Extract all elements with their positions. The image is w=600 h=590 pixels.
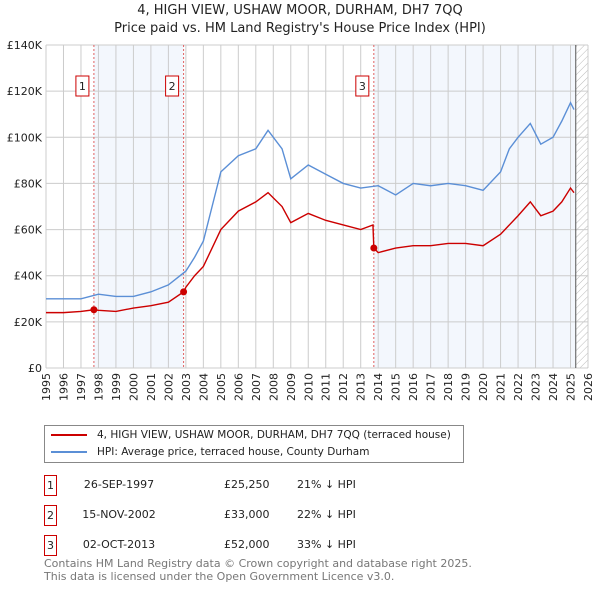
sale-number: 3: [44, 535, 57, 556]
x-tick-label: 2006: [232, 373, 245, 401]
footer-line-1: Contains HM Land Registry data © Crown c…: [44, 557, 472, 570]
y-tick-label: £0: [28, 362, 42, 375]
y-tick-label: £100K: [7, 131, 43, 144]
chart-subtitle: Price paid vs. HM Land Registry's House …: [114, 21, 486, 36]
x-tick-label: 2012: [337, 373, 350, 401]
legend-label-hpi: HPI: Average price, terraced house, Coun…: [97, 446, 370, 458]
y-tick-label: £40K: [14, 270, 43, 283]
x-tick-label: 2009: [285, 373, 298, 401]
x-tick-label: 2021: [495, 373, 508, 401]
sale-date: 02-OCT-2013: [82, 538, 156, 551]
x-tick-label: 2020: [477, 373, 490, 401]
sale-number: 2: [44, 505, 57, 526]
sale-point: [370, 244, 378, 252]
x-tick-label: 2001: [145, 373, 158, 401]
sale-label-box: [75, 75, 90, 97]
plot-area: 1995 1996 1997 1998 1999 2000 2001 2002 2003 2004…: [7, 39, 595, 401]
x-tick-label: 2013: [355, 373, 368, 401]
legend-swatch-price: [51, 434, 87, 436]
x-tick-label: 1998: [92, 373, 105, 401]
x-tick-label: 2007: [250, 373, 263, 401]
shaded-range: [373, 45, 576, 368]
footer: Contains HM Land Registry data © Crown c…: [44, 557, 472, 583]
sale-hpi-diff: 33% ↓ HPI: [297, 538, 356, 551]
sale-number: 1: [44, 475, 57, 496]
y-tick-label: £60K: [14, 224, 43, 237]
x-tick-label: 2019: [460, 373, 473, 401]
legend-swatch-hpi: [51, 451, 87, 453]
sale-price: £33,000: [224, 508, 270, 521]
sale-hpi-diff: 22% ↓ HPI: [297, 508, 356, 521]
x-tick-label: 2010: [302, 373, 315, 401]
sale-point: [90, 306, 98, 314]
x-tick-label: 2002: [162, 373, 175, 401]
x-tick-label: 2025: [565, 373, 578, 401]
x-tick-label: 2017: [425, 373, 438, 401]
y-tick-label: £80K: [14, 177, 43, 190]
legend-label-price: 4, HIGH VIEW, USHAW MOOR, DURHAM, DH7 7Q…: [97, 429, 451, 441]
x-tick-label: 1996: [57, 373, 70, 401]
sale-price: £25,250: [224, 478, 270, 491]
x-tick-label: 2003: [180, 373, 193, 401]
sale-label-box: [355, 75, 370, 97]
sale-date: 26-SEP-1997: [83, 478, 155, 491]
chart-title: 4, HIGH VIEW, USHAW MOOR, DURHAM, DH7 7Q…: [137, 3, 463, 18]
y-tick-label: £120K: [7, 85, 43, 98]
x-tick-label: 2000: [127, 373, 140, 401]
x-tick-label: 2004: [197, 373, 210, 401]
price-paid-line: [46, 186, 575, 314]
sale-label: 1: [79, 80, 86, 93]
sale-price: £52,000: [224, 538, 270, 551]
x-tick-label: 2022: [512, 373, 525, 401]
sale-date: 15-NOV-2002: [82, 508, 156, 521]
x-tick-label: 1999: [110, 373, 123, 401]
forecast-hatch: [575, 45, 588, 368]
y-tick-label: £140K: [7, 39, 43, 52]
sale-point: [180, 288, 188, 296]
legend: 4, HIGH VIEW, USHAW MOOR, DURHAM, DH7 7Q…: [44, 425, 464, 463]
x-tick-label: 2008: [267, 373, 280, 401]
x-tick-label: 2016: [407, 373, 420, 401]
x-tick-label: 1995: [40, 373, 53, 401]
sale-label: 3: [359, 80, 366, 93]
sale-hpi-diff: 21% ↓ HPI: [297, 478, 356, 491]
x-tick-label: 1997: [75, 373, 88, 401]
x-tick-label: 2026: [582, 373, 595, 401]
x-tick-label: 2005: [215, 373, 228, 401]
hpi-line: [46, 101, 575, 300]
x-tick-label: 2014: [372, 373, 385, 401]
sale-label: 2: [169, 80, 176, 93]
y-tick-label: £20K: [14, 316, 43, 329]
footer-line-2: This data is licensed under the Open Gov…: [44, 570, 395, 583]
x-tick-label: 2018: [442, 373, 455, 401]
x-tick-label: 2024: [547, 373, 560, 401]
sale-label-box: [165, 75, 180, 97]
x-tick-label: 2011: [320, 373, 333, 401]
x-tick-label: 2023: [530, 373, 543, 401]
x-tick-label: 2015: [390, 373, 403, 401]
